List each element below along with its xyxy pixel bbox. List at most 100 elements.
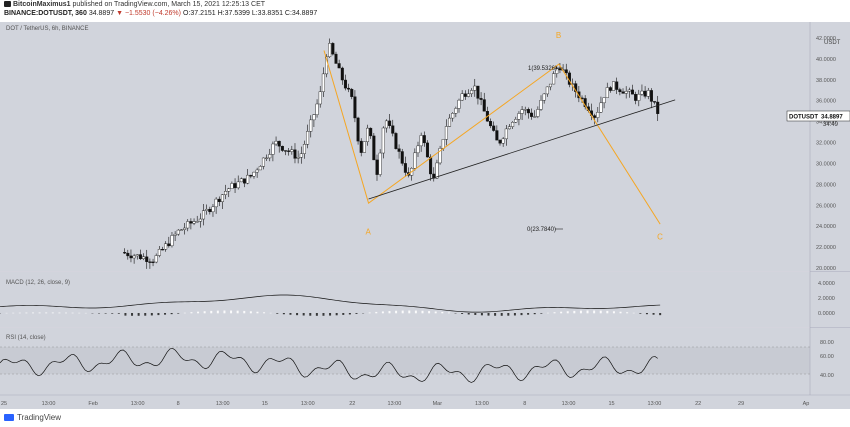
candle-body xyxy=(176,229,180,235)
candle-body xyxy=(397,148,401,152)
macd-histogram-bar xyxy=(177,313,180,314)
candle-body xyxy=(454,108,458,114)
macd-histogram-bar xyxy=(368,312,371,314)
publisher-name[interactable]: BitcoinMaximus1 xyxy=(13,1,71,8)
candle-body xyxy=(179,229,183,231)
symbol-line: BINANCE:DOTUSDT, 360 34.8897 ▼ −1.5530 (… xyxy=(4,10,317,17)
candle-body xyxy=(646,90,650,97)
candle-body xyxy=(372,135,376,161)
candle-body xyxy=(630,89,634,95)
candle-body xyxy=(498,139,502,144)
macd-histogram-bar xyxy=(243,310,246,314)
candle-body xyxy=(501,138,505,144)
candle-body xyxy=(514,119,518,123)
price-tick-label: 42.0000 xyxy=(816,36,836,42)
candle-body xyxy=(233,183,237,189)
candle-body xyxy=(261,157,265,167)
macd-histogram-bar xyxy=(183,312,186,314)
macd-histogram-bar xyxy=(540,313,543,314)
macd-histogram-bar xyxy=(381,311,384,314)
macd-histogram-bar xyxy=(32,312,35,314)
macd-histogram-bar xyxy=(487,313,490,316)
price-tick-label: 32.0000 xyxy=(816,141,836,147)
candle-body xyxy=(340,67,344,81)
macd-histogram-bar xyxy=(210,310,213,314)
macd-histogram-bar xyxy=(289,313,292,315)
candle-body xyxy=(438,148,442,164)
macd-histogram-bar xyxy=(104,313,107,314)
macd-histogram-bar xyxy=(401,310,404,314)
price-tag-value: 34.8897 xyxy=(821,115,843,121)
candle-body xyxy=(366,127,370,142)
price-pane-bg xyxy=(0,22,810,271)
macd-histogram-bar xyxy=(216,310,219,314)
candle-body xyxy=(198,218,202,222)
candle-body xyxy=(220,194,224,203)
macd-histogram-bar xyxy=(230,310,233,314)
publish-line: BitcoinMaximus1 published on TradingView… xyxy=(4,1,265,8)
candle-body xyxy=(135,254,139,257)
rsi-band xyxy=(0,347,810,374)
candle-body xyxy=(271,143,275,155)
candle-body xyxy=(419,135,423,147)
candle-body xyxy=(343,79,347,89)
macd-histogram-bar xyxy=(190,312,193,314)
candle-body xyxy=(312,114,316,121)
candle-body xyxy=(205,208,209,211)
macd-histogram-bar xyxy=(355,313,358,314)
macd-histogram-bar xyxy=(223,310,226,314)
candle-body xyxy=(403,163,407,173)
macd-histogram-bar xyxy=(467,313,470,315)
candle-body xyxy=(252,171,256,177)
candle-body xyxy=(564,69,568,74)
macd-histogram-bar xyxy=(474,313,477,315)
candle-body xyxy=(649,90,653,102)
candle-body xyxy=(460,93,464,101)
time-tick-label: 13:00 xyxy=(562,401,576,407)
macd-histogram-bar xyxy=(282,313,285,315)
price-tick-label: 38.0000 xyxy=(816,78,836,84)
time-tick-label: 15 xyxy=(608,401,614,407)
time-tick-label: 15 xyxy=(262,401,268,407)
candle-body xyxy=(157,249,161,256)
footer-brand-text: TradingView xyxy=(17,413,62,422)
candle-body xyxy=(126,252,130,257)
rsi-group xyxy=(0,346,810,383)
price-tick-label: 20.0000 xyxy=(816,266,836,272)
candle-body xyxy=(192,221,196,224)
macd-histogram-bar xyxy=(586,310,589,314)
candle-body xyxy=(230,183,234,189)
macd-histogram-bar xyxy=(12,312,15,314)
candle-body xyxy=(293,149,297,159)
macd-histogram-bar xyxy=(579,310,582,314)
macd-pane-bg xyxy=(0,272,810,327)
candle-body xyxy=(422,135,426,144)
macd-histogram-bar xyxy=(639,313,642,314)
macd-histogram-bar xyxy=(599,310,602,314)
macd-histogram-bar xyxy=(434,311,437,314)
macd-histogram-bar xyxy=(348,313,351,315)
footer-brand[interactable]: TradingView xyxy=(4,413,61,422)
candle-body xyxy=(255,169,259,173)
time-tick-label: 13:00 xyxy=(42,401,56,407)
macd-histogram-bar xyxy=(388,311,391,314)
candle-body xyxy=(362,141,366,153)
candle-body xyxy=(296,157,300,159)
macd-histogram-bar xyxy=(164,313,167,315)
candle-body xyxy=(444,126,448,140)
candle-body xyxy=(145,256,149,262)
macd-histogram-bar xyxy=(480,313,483,316)
candle-body xyxy=(328,43,332,58)
candle-body xyxy=(123,252,127,254)
candle-body xyxy=(596,112,600,118)
price-tick-label: 34.0000 xyxy=(816,120,836,126)
candle-body xyxy=(280,145,284,151)
macd-histogram-bar xyxy=(315,313,318,316)
candle-body xyxy=(511,122,515,127)
macd-tick-label: 4.0000 xyxy=(818,281,835,287)
candle-body xyxy=(473,85,477,91)
price-tick-label: 30.0000 xyxy=(816,161,836,167)
candle-body xyxy=(236,181,240,189)
macd-histogram-bar xyxy=(527,313,530,315)
